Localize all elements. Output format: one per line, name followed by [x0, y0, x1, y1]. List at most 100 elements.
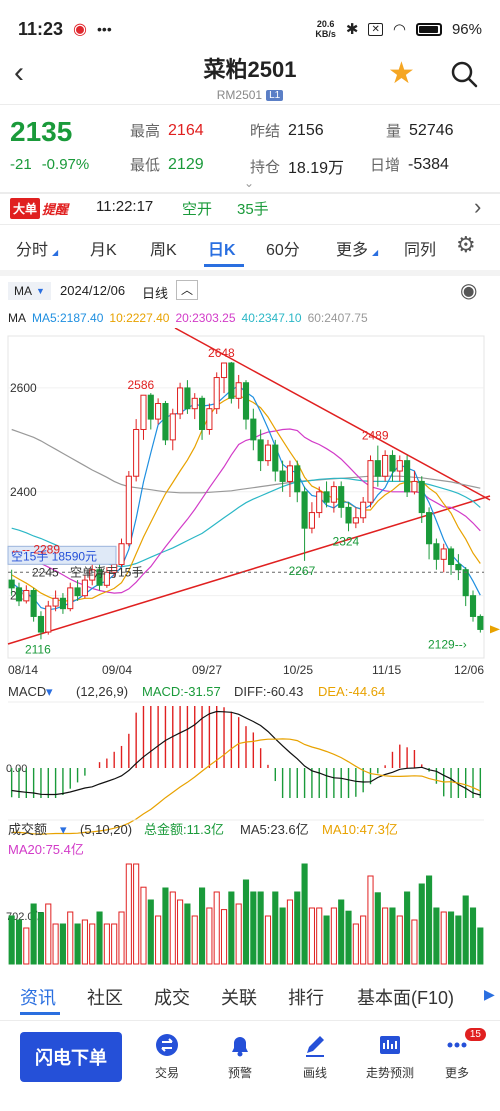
action-bar: 闪电下单 交易 预警 画线 走势预测 更多 15	[0, 1024, 500, 1111]
volume-bar	[52, 923, 59, 965]
candle	[455, 564, 462, 571]
price-change: -21 -0.97%	[10, 156, 90, 173]
wifi-icon: ◠	[392, 21, 406, 38]
more-button[interactable]: 更多 15	[422, 1028, 492, 1081]
candle	[418, 480, 425, 514]
volume-legend: MA5:23.6亿	[240, 822, 309, 837]
candle	[257, 439, 264, 462]
tab-60min[interactable]: 60分	[266, 242, 300, 259]
trade-button[interactable]: 交易	[132, 1032, 202, 1081]
tab-intraday[interactable]: 分时	[16, 242, 49, 259]
expand-chevron-icon[interactable]: ⌄	[244, 176, 255, 190]
macd-legend: ▾	[46, 684, 53, 699]
battery-icon	[415, 22, 442, 36]
tab-community[interactable]: 社区	[87, 988, 123, 1008]
macd-legend: MACD	[8, 684, 46, 699]
more-notifications-icon: •••	[97, 21, 112, 37]
weibo-icon: ◉	[73, 21, 88, 38]
volume-bar	[396, 915, 403, 965]
candle	[294, 465, 301, 493]
indicator-select[interactable]: MA ▼	[8, 282, 51, 300]
mute-icon: ✕	[368, 22, 383, 36]
scroll-right-triangle-icon[interactable]: ▶	[484, 986, 495, 1002]
left-price-mark: ←-- 2289	[10, 542, 60, 556]
ma60-line	[11, 428, 481, 494]
net-speed: 20.6 KB/s	[315, 19, 336, 39]
flash-order-button[interactable]: 闪电下单	[20, 1032, 122, 1082]
tab-weekly[interactable]: 周K	[150, 242, 177, 259]
tab-same-list[interactable]: 同列	[404, 242, 437, 259]
ma20-line	[11, 428, 481, 594]
tab-more[interactable]: 更多	[336, 242, 369, 259]
tab-trades[interactable]: 成交	[154, 988, 190, 1008]
tab-fundamentals[interactable]: 基本面(F10)	[357, 988, 455, 1008]
position-label: 空15手 18590元	[11, 549, 97, 563]
price-annotation: 2267	[289, 564, 316, 578]
period-tabs: 分时 ◢ 月K 周K 日K 60分 更多 ◢ 同列 ⚙	[0, 228, 500, 268]
volume-bar	[81, 919, 88, 965]
trend-prediction-button[interactable]: 走势预测	[355, 1032, 425, 1081]
tab-daily[interactable]: 日K	[208, 242, 236, 259]
tab-news[interactable]: 资讯	[20, 988, 56, 1008]
trade-icon	[156, 1034, 178, 1056]
candle	[23, 589, 30, 602]
x-tick-label: 11/15	[372, 663, 401, 677]
tab-related[interactable]: 关联	[221, 988, 257, 1008]
candle	[286, 465, 294, 482]
volume-bar	[286, 899, 294, 965]
price-annotation: 2116	[25, 642, 51, 656]
candle	[338, 486, 345, 508]
candle	[404, 460, 411, 493]
macd-legend: (12,26,9)	[76, 684, 128, 699]
candle	[147, 394, 154, 420]
quote-panel: 2135 -21 -0.97% 最高 2164 最低 2129 昨结 2156 持仓 18…	[0, 108, 500, 192]
candle	[352, 517, 359, 524]
volume-bar	[177, 899, 184, 965]
candle	[213, 377, 220, 410]
tab-monthly[interactable]: 月K	[90, 242, 117, 259]
support-trendline	[7, 495, 491, 645]
volume-bar	[477, 927, 484, 965]
volume-bar	[250, 891, 257, 965]
volume-bar	[67, 911, 74, 965]
candle	[250, 418, 257, 441]
draw-line-button[interactable]: 画线	[280, 1032, 350, 1081]
tab-ranking[interactable]: 排行	[288, 988, 324, 1008]
divider	[0, 192, 500, 194]
volume-legend: (5,10,20)	[80, 822, 132, 837]
x-tick-label: 09/04	[102, 663, 132, 677]
candle	[198, 397, 206, 430]
divider	[0, 224, 500, 225]
back-chevron-icon[interactable]: ‹	[14, 56, 24, 89]
alert-action: 空开	[182, 201, 213, 218]
candle	[228, 362, 235, 399]
candle	[81, 579, 88, 597]
bluetooth-icon: ✱	[345, 21, 359, 38]
prev-settle-field: 昨结 2156	[250, 121, 324, 141]
collapse-chevron-icon[interactable]: ︿	[176, 280, 198, 300]
position-text: 空单浮亏15手	[70, 565, 143, 579]
alert-button[interactable]: 预警	[205, 1032, 275, 1081]
volume-bar	[8, 915, 15, 965]
volume-bar	[147, 899, 154, 965]
candle	[8, 579, 15, 589]
bell-icon	[232, 1037, 248, 1057]
eye-icon[interactable]: ◉	[460, 280, 478, 302]
big-order-alert[interactable]: 大单 提醒 11:22:17 空开 35手 ›	[0, 194, 500, 222]
header: ‹ 菜粕2501 RM2501 L1 ★	[0, 48, 500, 104]
candle	[89, 569, 96, 581]
candle	[118, 543, 125, 566]
daily-increase-field: 日增 -5384	[370, 155, 449, 175]
favorite-star-icon[interactable]: ★	[388, 57, 415, 90]
active-tab-indicator	[204, 264, 244, 267]
resistance-trendline	[174, 328, 491, 501]
more-dots-icon	[447, 1042, 467, 1048]
candle	[96, 569, 103, 586]
status-bar: 11:23 ◉ ••• 20.6 KB/s ✱ ✕ ◠ 96%	[0, 0, 500, 58]
settings-gear-icon[interactable]: ⚙	[456, 232, 476, 257]
search-icon[interactable]	[450, 60, 478, 88]
price-annotation: 2648	[208, 346, 235, 360]
chart-header: MA ▼ 2024/12/06 日线 ︿ ◉	[0, 280, 500, 304]
candle	[396, 460, 403, 472]
